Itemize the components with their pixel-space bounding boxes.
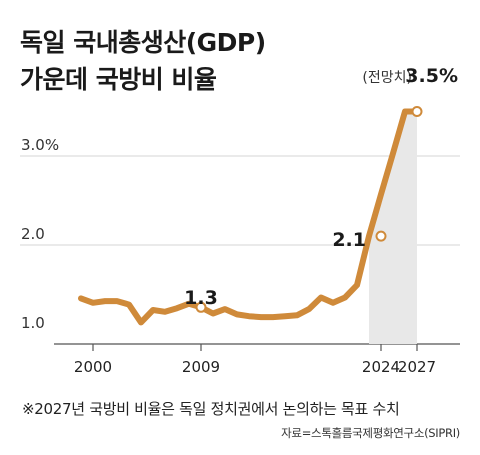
marker-layer: [195, 106, 423, 313]
marker-2009: [195, 301, 207, 313]
line-layer: [78, 108, 420, 326]
marker-2027: [411, 106, 423, 117]
chart-title-line1: 독일 국내총생산(GDP): [20, 28, 266, 57]
y-tick-label-1: 2.0: [21, 225, 45, 243]
source-credit: 자료=스톡홀름국제평화연구소(SIPRI): [281, 426, 460, 440]
y-tick-label-2: 3.0%: [21, 136, 59, 154]
x-tick-label-3: 2027: [398, 358, 436, 376]
series-line: [78, 108, 420, 326]
chart-title: 독일 국내총생산(GDP) 가운데 국방비 비율: [20, 24, 266, 98]
data-label-2027: 3.5%: [405, 65, 458, 87]
footnote: ※2027년 국방비 비율은 독일 정치권에서 논의하는 목표 수치: [22, 400, 400, 418]
x-tick-label-1: 2009: [182, 358, 220, 376]
forecast-area: [369, 111, 417, 344]
x-tick-label-2: 2024: [362, 358, 400, 376]
x-tick-label-0: 2000: [74, 358, 112, 376]
data-label-2009: 1.3: [184, 287, 218, 309]
forecast-label: (전망치): [362, 70, 412, 86]
y-tick-label-0: 1.0: [21, 314, 45, 332]
chart-title-line2: 가운데 국방비 비율: [20, 65, 217, 94]
marker-2024: [375, 230, 387, 242]
data-label-2024: 2.1: [332, 229, 366, 251]
area-layer: [369, 111, 417, 344]
label-layer: 1.3 2.1 (전망치) 3.5%: [184, 65, 458, 309]
